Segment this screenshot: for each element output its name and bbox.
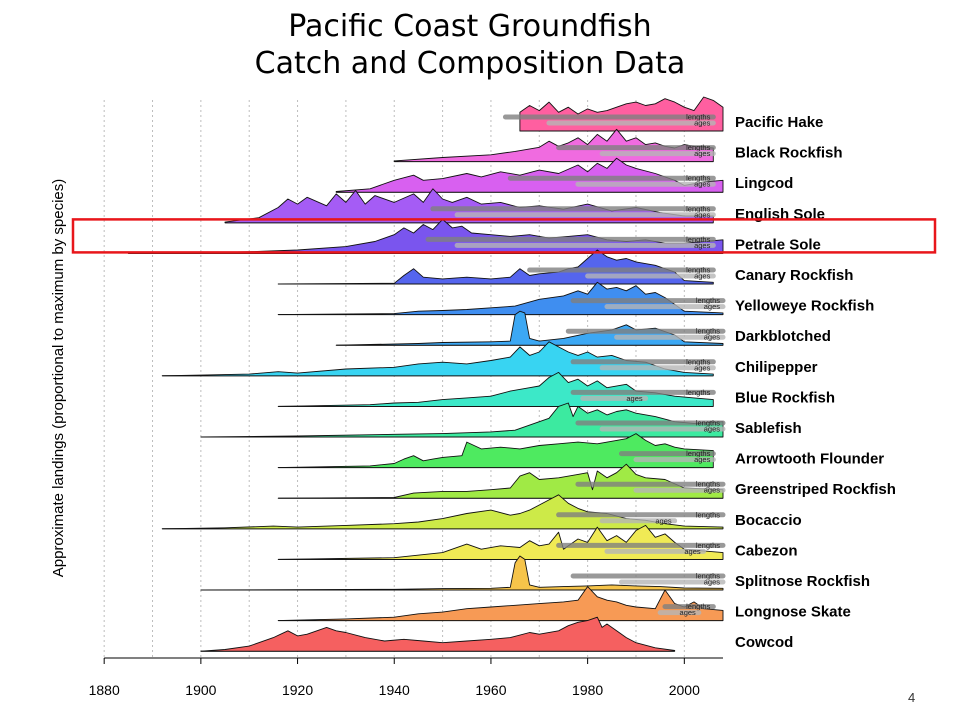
area-cabezon <box>277 524 724 560</box>
lengths-label-blue-rockfish: lengths <box>686 388 710 397</box>
ages-label-lingcod: ages <box>694 180 711 189</box>
grid-lines <box>103 100 685 658</box>
slide-title-line-1: Pacific Coast Groundfish <box>288 9 652 44</box>
species-label-longnose-skate: Longnose Skate <box>735 604 851 621</box>
lengths-label-splitnose-rockfish: lengths <box>696 572 720 581</box>
ages-label-chilipepper: ages <box>694 363 711 372</box>
ages-label-sablefish: ages <box>704 425 721 434</box>
ages-label-splitnose-rockfish: ages <box>704 578 721 587</box>
x-tick-label-1940: 1940 <box>379 682 410 698</box>
area-greenstriped-rockfish <box>277 463 724 499</box>
x-tick-label-1880: 1880 <box>89 682 120 698</box>
ages-label-blue-rockfish: ages <box>626 394 643 403</box>
area-chilipepper <box>161 341 714 377</box>
area-sablefish <box>200 402 724 438</box>
area-splitnose-rockfish <box>200 555 724 591</box>
y-axis-label: Approximate landings (proportional to ma… <box>50 179 67 578</box>
ages-label-arrowtooth-flounder: ages <box>694 455 711 464</box>
x-tick-label-1920: 1920 <box>282 682 313 698</box>
x-tick-label-1960: 1960 <box>475 682 506 698</box>
area-longnose-skate <box>277 586 724 622</box>
lengths-label-darkblotched: lengths <box>696 327 720 336</box>
ages-label-canary-rockfish: ages <box>694 272 711 281</box>
slide-title: Pacific Coast Groundfish Catch and Compo… <box>150 8 790 82</box>
lengths-label-chilipepper: lengths <box>686 357 710 366</box>
lengths-label-english-sole: lengths <box>686 204 710 213</box>
species-label-yelloweye-rockfish: Yelloweye Rockfish <box>735 298 874 315</box>
ages-label-pacific-hake: ages <box>694 119 711 128</box>
x-tick-label-1900: 1900 <box>185 682 216 698</box>
species-label-cowcod: Cowcod <box>735 634 793 651</box>
lengths-label-lingcod: lengths <box>686 174 710 183</box>
ages-label-bocaccio: ages <box>655 516 672 525</box>
ages-label-longnose-skate: ages <box>680 608 697 617</box>
series-blue-rockfish: lengths ages <box>277 371 716 407</box>
lengths-label-cabezon: lengths <box>696 541 720 550</box>
ages-label-petrale-sole: ages <box>694 241 711 250</box>
ages-label-yelloweye-rockfish: ages <box>704 302 721 311</box>
species-label-chilipepper: Chilipepper <box>735 359 818 376</box>
lengths-label-petrale-sole: lengths <box>686 235 710 244</box>
species-label-blue-rockfish: Blue Rockfish <box>735 389 835 406</box>
lengths-label-pacific-hake: lengths <box>686 113 710 122</box>
species-label-darkblotched: Darkblotched <box>735 328 831 345</box>
area-blue-rockfish <box>277 371 714 407</box>
lengths-label-sablefish: lengths <box>696 419 720 428</box>
area-english-sole <box>224 188 714 224</box>
species-label-splitnose-rockfish: Splitnose Rockfish <box>735 573 870 590</box>
species-label-pacific-hake: Pacific Hake <box>735 114 823 131</box>
series-bocaccio: lengths ages <box>161 494 726 530</box>
highlight-box <box>71 218 937 254</box>
species-label-greenstriped-rockfish: Greenstriped Rockfish <box>735 481 896 498</box>
species-label-petrale-sole: Petrale Sole <box>735 236 821 253</box>
slide-title-line-2: Catch and Composition Data <box>254 46 686 81</box>
ages-label-cabezon: ages <box>684 547 701 556</box>
lengths-label-canary-rockfish: lengths <box>686 266 710 275</box>
ridge-series: lengthsageslengthsageslengthsageslengths… <box>127 96 726 652</box>
x-axis: 1880 1900 1920 1940 1960 1980 2000 <box>89 657 723 698</box>
species-label-black-rockfish: Black Rockfish <box>735 145 843 162</box>
area-cowcod <box>200 616 676 652</box>
x-tick-label-2000: 2000 <box>669 682 700 698</box>
lengths-label-longnose-skate: lengths <box>686 602 710 611</box>
ages-label-english-sole: ages <box>694 210 711 219</box>
area-petrale-sole <box>127 218 724 254</box>
lengths-label-yelloweye-rockfish: lengths <box>696 296 720 305</box>
species-label-bocaccio: Bocaccio <box>735 512 802 529</box>
ages-label-black-rockfish: ages <box>694 149 711 158</box>
series-cowcod <box>200 616 676 652</box>
lengths-label-black-rockfish: lengths <box>686 143 710 152</box>
species-label-arrowtooth-flounder: Arrowtooth Flounder <box>735 451 884 468</box>
x-tick-label-1980: 1980 <box>572 682 603 698</box>
page-number: 4 <box>908 690 916 705</box>
species-label-canary-rockfish: Canary Rockfish <box>735 267 853 284</box>
species-label-cabezon: Cabezon <box>735 542 798 559</box>
lengths-label-arrowtooth-flounder: lengths <box>686 449 710 458</box>
ages-label-darkblotched: ages <box>704 333 721 342</box>
area-canary-rockfish <box>277 249 714 285</box>
area-arrowtooth-flounder <box>277 433 714 469</box>
species-label-sablefish: Sablefish <box>735 420 802 437</box>
lengths-label-greenstriped-rockfish: lengths <box>696 480 720 489</box>
ages-label-greenstriped-rockfish: ages <box>704 486 721 495</box>
species-label-lingcod: Lingcod <box>735 175 793 192</box>
lengths-label-bocaccio: lengths <box>696 510 720 519</box>
